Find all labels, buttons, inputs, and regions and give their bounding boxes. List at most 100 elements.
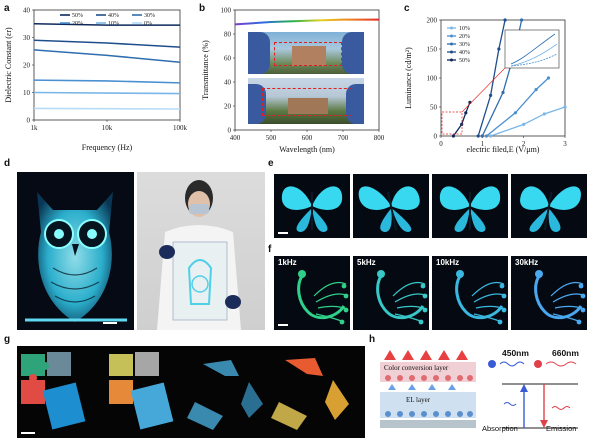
panel-label-a: a (4, 3, 10, 14)
chart-c-point (503, 18, 507, 22)
transparent-film-photo-bottom (248, 78, 364, 124)
chart-c-point (542, 112, 546, 116)
person-illustration (157, 180, 241, 330)
chart-b-xtick: 500 (266, 134, 277, 142)
glove-left (159, 245, 175, 259)
wavelength-blue-label: 450nm (502, 348, 529, 358)
panel-label-g: g (4, 334, 11, 345)
color-conversion-layer-rect (380, 362, 476, 382)
chart-c-legend-label: 20% (459, 34, 470, 40)
peacock-photo: 1kHz (274, 256, 350, 330)
red-wave (545, 361, 577, 367)
chart-b: 400 500 600 700 800 0 20 40 60 80 100 Wavelength (… (201, 7, 385, 155)
chart-c: 0 1 2 3 0 50 100 150 200 10% 20% 30% 40% 50% electric… (404, 17, 567, 155)
butterfly-illustration (278, 186, 343, 234)
transparent-film (172, 241, 228, 321)
chart-c-xlabel: electric filed,E (V/μm) (467, 145, 540, 154)
chart-c-inset (504, 29, 560, 69)
butterfly-bending-row (274, 174, 587, 238)
puzzle-piece-yellow (109, 354, 133, 376)
glove-right (225, 295, 241, 309)
chart-c-point (489, 134, 493, 138)
device-layer-diagram: Color conversion layer EL layer (378, 348, 478, 430)
blue-wave (499, 361, 525, 367)
chart-a-legend-label: 50% (72, 13, 83, 19)
chart-b-series-line (234, 18, 379, 26)
chart-a-ytick: 30 (23, 34, 31, 42)
electrode-layer (380, 420, 476, 428)
red-photon-dot (534, 360, 542, 368)
recycle-arrow-1 (203, 360, 239, 376)
peacock-illustration (376, 270, 428, 325)
chart-c-point (476, 134, 480, 138)
wavelength-red-label: 660nm (552, 348, 579, 358)
chart-a-ytick: 40 (23, 7, 31, 15)
chart-c-ytick: 0 (434, 133, 438, 141)
chart-c-ytick: 100 (427, 75, 438, 83)
chart-c-zoom-line (461, 67, 506, 113)
chart-c-xtick: 2 (522, 140, 526, 148)
puzzle-recycle-illustration (21, 352, 349, 434)
building-shape-2 (288, 98, 328, 114)
owl-beak (72, 244, 79, 256)
chart-c-point (451, 134, 455, 138)
panel-label-c: c (404, 3, 410, 14)
absorption-label: Absorption (482, 424, 518, 433)
butterfly-photo (432, 174, 508, 238)
chart-c-series-line (477, 19, 506, 137)
chart-c-point (563, 105, 567, 109)
chart-c-point (534, 88, 538, 92)
butterfly-illustration (520, 186, 581, 232)
owl-pupil-right (87, 229, 97, 239)
chart-a-legend-label: 20% (72, 21, 83, 27)
chart-c-point (522, 122, 526, 126)
peacock-photo: 5kHz (353, 256, 429, 330)
chart-c-zoom-box (441, 111, 463, 135)
butterfly-photo (274, 174, 350, 238)
chart-b-ytick: 40 (224, 79, 232, 87)
chart-c-point (484, 134, 489, 138)
inset-curve-1 (510, 33, 556, 65)
puzzle-piece-gray-2 (135, 352, 159, 376)
chart-a-xlabel: Frequency (Hz) (82, 143, 133, 152)
chart-c-legend-label: 50% (459, 58, 470, 64)
person-holding-film-photo (137, 172, 265, 330)
chart-c-point (501, 90, 505, 95)
chart-c-ytick: 50 (430, 104, 438, 112)
peacock-photo: 10kHz (432, 256, 508, 330)
chart-c-xtick: 1 (481, 140, 485, 148)
color-conversion-layer-label: Color conversion layer (384, 364, 449, 372)
owl-illustration (25, 192, 127, 324)
recycle-arrow-6 (271, 402, 307, 430)
blue-photon-dot (488, 360, 496, 368)
chart-b-ytick: 100 (221, 7, 232, 15)
person-mask (189, 204, 209, 214)
energy-level-graphic (488, 360, 578, 429)
film-outline-bottom (262, 88, 352, 116)
scale-bar-d (103, 322, 117, 324)
chart-b-xlabel: Wavelength (nm) (279, 145, 335, 154)
puzzle-piece-lightblue (130, 382, 174, 430)
el-layer-label: EL layer (406, 396, 431, 404)
film-outline-top (274, 42, 342, 66)
owl-electroluminescent-photo (17, 172, 134, 330)
puzzle-piece-gray (47, 352, 71, 376)
peacock-illustration (534, 270, 586, 325)
peacock-photo: 30kHz (511, 256, 587, 330)
peacock-frequency-row: 1kHz 5kHz 10kHz 30kHz (274, 256, 587, 330)
chart-a-series-line (33, 49, 181, 64)
recycle-arrow-2 (241, 382, 263, 418)
chart-a-ytick: 10 (23, 89, 31, 97)
chart-a-ylabel: Dielectric Constant (εr) (4, 27, 13, 103)
emission-arrows-up (384, 350, 468, 360)
emission-label: Emission (546, 424, 577, 433)
device-layer-graphic (380, 350, 476, 428)
chart-b-xtick: 800 (374, 134, 385, 142)
chart-a-series-line (33, 91, 181, 95)
panel-label-h: h (369, 334, 376, 345)
chart-b-ytick: 0 (228, 127, 232, 135)
chart-a-xtick: 10k (102, 124, 113, 132)
hand-glove-right-2 (346, 84, 364, 124)
chart-c-legend-label: 40% (459, 50, 470, 56)
chart-a-xtick: 1k (31, 124, 39, 132)
